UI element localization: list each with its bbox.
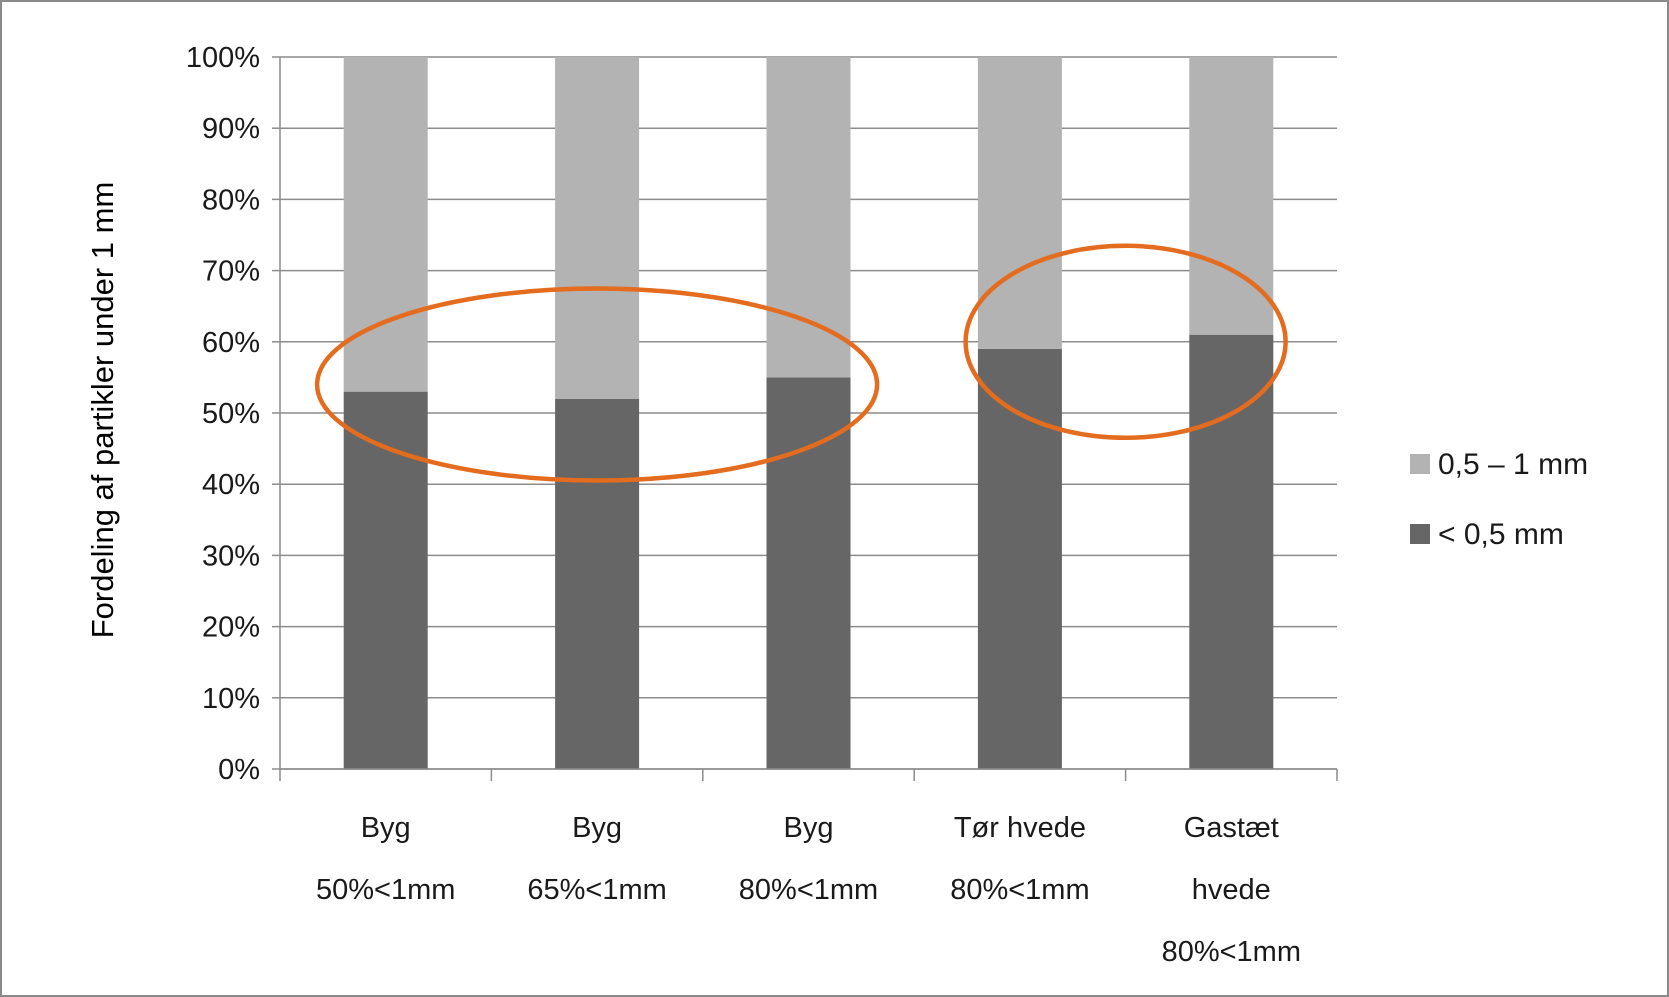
y-tick-label: 60%	[202, 327, 260, 359]
legend-swatch	[1410, 454, 1430, 474]
highlight-ellipse	[963, 243, 1288, 441]
labels: 0% 10% 20% 30% 40% 50% 60% 70% 80% 90% 100% Byg 50%<…	[85, 42, 1301, 968]
bars	[343, 57, 1274, 769]
bar-segment	[555, 57, 640, 399]
legend-label: 0,5 – 1 mm	[1438, 448, 1588, 481]
highlight-ellipse	[314, 286, 880, 483]
y-axis-title: Fordeling af partikler under 1 mm	[85, 182, 120, 639]
y-tick-label: 50%	[202, 398, 260, 430]
y-tick-label: 80%	[202, 184, 260, 216]
x-category-label: 50%<1mm	[316, 874, 455, 906]
x-category-label: 80%<1mm	[950, 874, 1089, 906]
x-category-label: 80%<1mm	[739, 874, 878, 906]
y-tick-label: 30%	[202, 540, 260, 572]
y-tick-label: 70%	[202, 256, 260, 288]
y-tick-label: 0%	[218, 754, 260, 786]
x-category-label: Byg	[572, 812, 622, 844]
y-tick-label: 100%	[186, 42, 260, 74]
bar-segment	[343, 57, 428, 392]
axes	[272, 56, 1338, 781]
x-category-label: Byg	[361, 812, 411, 844]
y-tick-label: 20%	[202, 612, 260, 644]
legend-label: < 0,5 mm	[1438, 518, 1564, 551]
bar-segment	[1189, 334, 1274, 769]
bar-segment	[343, 391, 428, 769]
x-category-label: 65%<1mm	[527, 874, 666, 906]
y-tick-label: 10%	[202, 683, 260, 715]
x-category-label: hvede	[1192, 874, 1271, 906]
x-category-label: Gastæt	[1184, 812, 1279, 844]
bar-segment	[555, 398, 640, 769]
x-category-label: Tør hvede	[954, 812, 1086, 844]
x-category-label: 80%<1mm	[1162, 936, 1301, 968]
y-tick-label: 90%	[202, 113, 260, 145]
bar-segment	[766, 377, 851, 769]
legend-swatch	[1410, 524, 1430, 544]
bar-segment	[977, 57, 1062, 349]
x-category-label: Byg	[784, 812, 834, 844]
y-tick-label: 40%	[202, 469, 260, 501]
legend: 0,5 – 1 mm < 0,5 mm	[1410, 448, 1588, 551]
annotations	[314, 243, 1288, 483]
bar-segment	[977, 348, 1062, 769]
bar-segment	[766, 57, 851, 378]
